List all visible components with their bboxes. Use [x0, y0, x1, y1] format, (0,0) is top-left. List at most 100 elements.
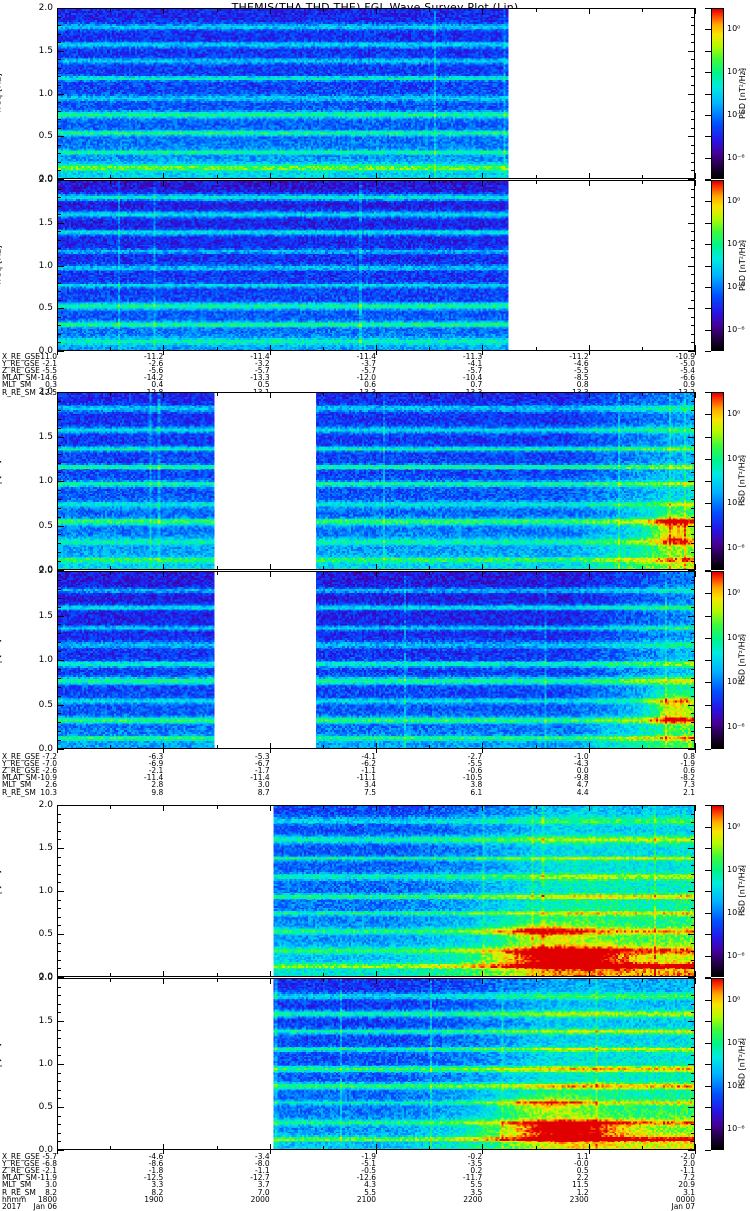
- x-major-tick: [588, 351, 590, 355]
- y-minor-tick: [691, 642, 695, 644]
- y-tick-label: 1.0: [38, 655, 53, 665]
- annot-value: -11.4: [250, 773, 270, 783]
- x-tick: [57, 180, 58, 186]
- y-minor-tick: [691, 418, 695, 420]
- y-minor-tick: [691, 856, 695, 858]
- colorbar-gradient: [712, 181, 723, 350]
- y-tick-label: 2.0: [38, 800, 53, 810]
- y-minor-tick: [691, 256, 695, 258]
- colorbar-tick: [705, 955, 711, 957]
- y-minor-tick: [57, 916, 61, 918]
- y-minor-tick: [57, 282, 61, 284]
- y-major-tick: [688, 1021, 695, 1022]
- annot-value: 11.5: [571, 1180, 589, 1190]
- y-minor-tick: [57, 205, 61, 207]
- colorbar-tick: [705, 977, 711, 978]
- colorbar-tick: [705, 1150, 711, 1151]
- x-major-tick: [482, 351, 484, 355]
- freq-axis-label: freq [Hz]: [0, 639, 3, 679]
- y-major-tick: [688, 704, 695, 706]
- annot-value: -4.1: [361, 752, 376, 761]
- annot-value: -11.9: [37, 1173, 57, 1183]
- y-major-tick: [57, 222, 64, 224]
- x-tick: [110, 805, 112, 809]
- y-minor-tick: [57, 1055, 61, 1057]
- y-minor-tick: [691, 986, 695, 988]
- y-minor-tick: [691, 409, 695, 411]
- y-major-tick: [688, 392, 695, 393]
- annot-value: 3.1: [683, 1187, 695, 1197]
- y-minor-tick: [691, 1003, 695, 1005]
- x-tick: [429, 180, 431, 184]
- colorbar-tick: [705, 1042, 711, 1044]
- y-minor-tick: [57, 740, 61, 742]
- annot-value: 12.5: [40, 387, 57, 397]
- y-minor-tick: [57, 248, 61, 250]
- time-tick-label: 0000: [675, 1194, 695, 1204]
- colorbar-tick: [705, 869, 711, 871]
- annot-value: -4.1: [467, 359, 483, 369]
- y-minor-tick: [57, 1038, 61, 1040]
- date-year-label: 2017: [2, 1201, 22, 1211]
- annot-value: 4.3: [364, 1180, 376, 1190]
- y-tick-label: 0.0: [38, 346, 53, 356]
- x-tick: [110, 566, 112, 570]
- annot-value: -11.4: [250, 352, 270, 361]
- x-tick: [163, 345, 165, 351]
- annot-value: -13.3: [250, 373, 270, 383]
- colorbar-tick: [705, 571, 711, 572]
- x-tick: [322, 1146, 324, 1150]
- colorbar-tick: [705, 201, 711, 203]
- y-minor-tick: [691, 197, 695, 199]
- x-tick: [163, 1144, 165, 1150]
- spectrogram-image-the-bperp: [58, 806, 694, 976]
- x-tick: [641, 566, 643, 570]
- annot-value: 3.0: [257, 780, 270, 790]
- y-minor-tick: [57, 731, 61, 733]
- y-minor-tick: [57, 1098, 61, 1100]
- y-minor-tick: [691, 695, 695, 697]
- colorbar-tick: [705, 458, 711, 460]
- x-tick: [57, 564, 58, 570]
- x-tick: [163, 173, 165, 179]
- annot-value: -4.6: [574, 359, 589, 369]
- x-major-tick: [163, 351, 165, 355]
- x-tick: [535, 973, 537, 977]
- x-tick: [57, 805, 58, 811]
- y-minor-tick: [57, 882, 61, 884]
- annot-value: -5.7: [467, 366, 483, 376]
- colorbar-tick-label: 10⁻⁴: [727, 1080, 745, 1090]
- annot-value: -6.7: [255, 759, 270, 769]
- time-tick-label: 1900: [144, 1194, 164, 1204]
- x-tick: [429, 745, 431, 749]
- annot-value: 8.7: [257, 787, 270, 797]
- colorbar-tick: [705, 1021, 711, 1022]
- y-major-tick: [57, 525, 64, 527]
- y-tick-label: 1.0: [38, 886, 53, 896]
- colorbar-tick: [705, 179, 711, 180]
- y-major-tick: [688, 93, 695, 95]
- annot-value: -10.4: [462, 373, 483, 383]
- annot-value: 0.8: [683, 752, 695, 761]
- colorbar-tick: [705, 265, 711, 267]
- y-minor-tick: [691, 722, 695, 724]
- x-tick: [216, 805, 218, 809]
- annot-value: -5.7: [255, 366, 270, 376]
- colorbar-tick: [705, 749, 711, 750]
- y-minor-tick: [691, 552, 695, 554]
- y-minor-tick: [57, 161, 61, 163]
- colorbar-tick-label: 10⁻⁴: [727, 907, 745, 917]
- y-major-tick: [688, 50, 695, 52]
- y-minor-tick: [691, 239, 695, 241]
- annot-value: -10.5: [462, 773, 483, 783]
- colorbar-tick: [705, 222, 711, 224]
- annot-value: -6.6: [680, 373, 695, 383]
- y-minor-tick: [691, 916, 695, 918]
- annot-value: -10.9: [37, 773, 57, 783]
- colorbar-tha-bperp: [711, 8, 724, 179]
- y-minor-tick: [691, 624, 695, 626]
- annot-value: -5.5: [467, 759, 483, 769]
- y-major-tick: [57, 50, 64, 52]
- y-major-tick: [57, 934, 64, 935]
- x-tick: [429, 978, 431, 982]
